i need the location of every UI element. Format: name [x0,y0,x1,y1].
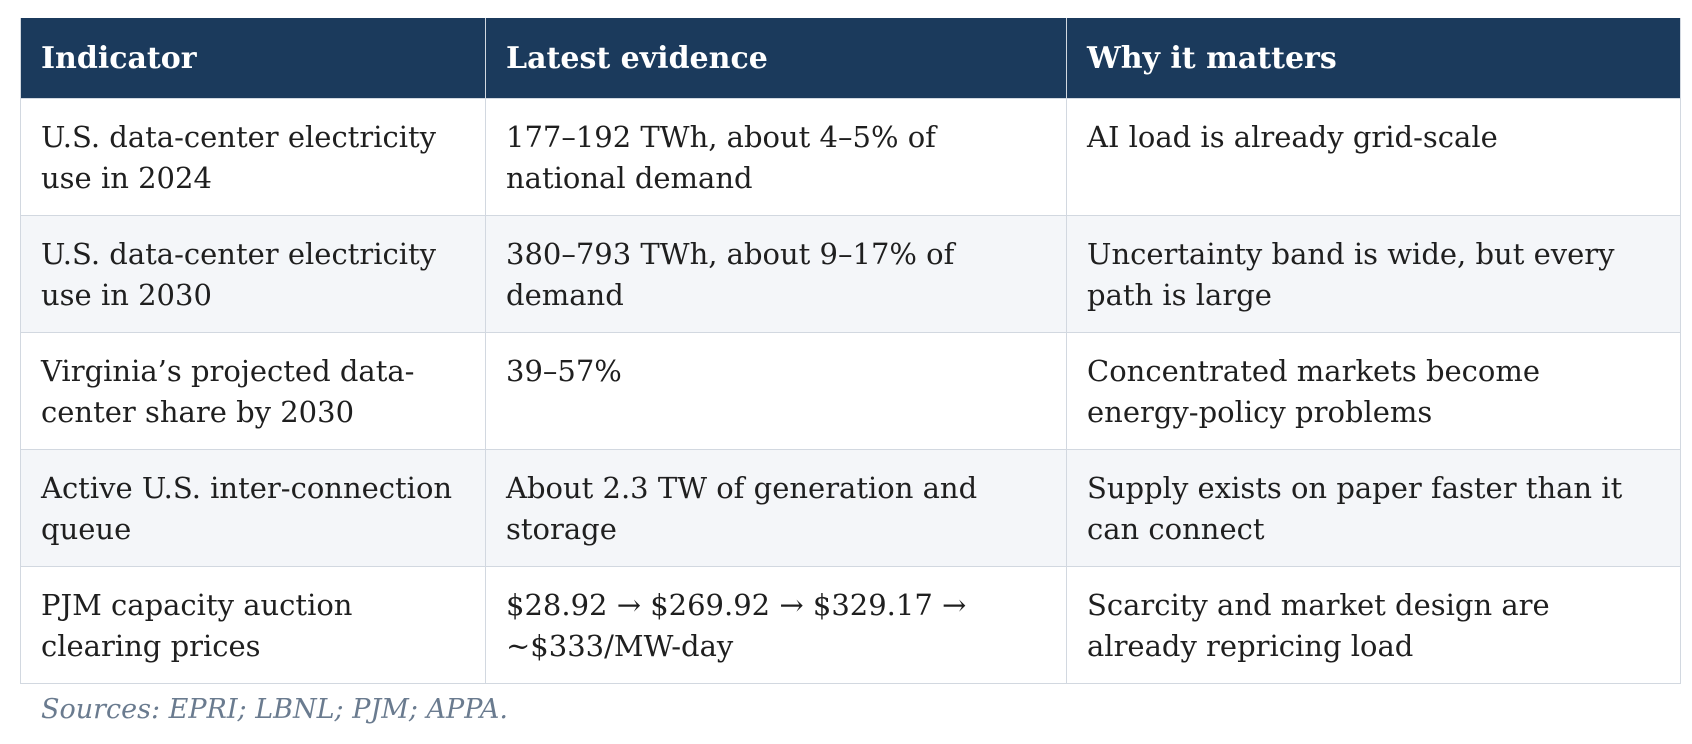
header-latest-evidence: Latest evidence [485,18,1067,99]
header-row: Indicator Latest evidence Why it matters [20,18,1681,99]
table-row: PJM capacity auction clearing prices $28… [20,566,1681,684]
cell-why: Uncertainty band is wide, but every path… [1066,215,1681,333]
cell-indicator: U.S. data-center electricity use in 2024 [20,98,486,216]
table-header: Indicator Latest evidence Why it matters [20,18,1681,99]
cell-evidence: 380–793 TWh, about 9–17% of demand [485,215,1067,333]
table-row: U.S. data-center electricity use in 2030… [20,215,1681,333]
cell-indicator: Virginia’s projected data-center share b… [20,332,486,450]
cell-evidence: $28.92 → $269.92 → $329.17 → ~$333/MW-da… [485,566,1067,684]
cell-why: Concentrated markets become energy-polic… [1066,332,1681,450]
table-row: Active U.S. inter-connection queue About… [20,449,1681,567]
table-row: Virginia’s projected data-center share b… [20,332,1681,450]
source-note: Sources: EPRI; LBNL; PJM; APPA. [41,694,508,725]
cell-why: Scarcity and market design are already r… [1066,566,1681,684]
cell-indicator: PJM capacity auction clearing prices [20,566,486,684]
cell-why: AI load is already grid-scale [1066,98,1681,216]
table-body: U.S. data-center electricity use in 2024… [20,98,1681,684]
cell-evidence: About 2.3 TW of generation and storage [485,449,1067,567]
table-row: U.S. data-center electricity use in 2024… [20,98,1681,216]
header-indicator: Indicator [20,18,486,99]
cell-evidence: 177–192 TWh, about 4–5% of national dema… [485,98,1067,216]
header-why-it-matters: Why it matters [1066,18,1681,99]
indicator-table: Indicator Latest evidence Why it matters… [20,18,1681,684]
data-table-container: Indicator Latest evidence Why it matters… [20,18,1681,684]
cell-indicator: Active U.S. inter-connection queue [20,449,486,567]
cell-why: Supply exists on paper faster than it ca… [1066,449,1681,567]
cell-evidence: 39–57% [485,332,1067,450]
cell-indicator: U.S. data-center electricity use in 2030 [20,215,486,333]
